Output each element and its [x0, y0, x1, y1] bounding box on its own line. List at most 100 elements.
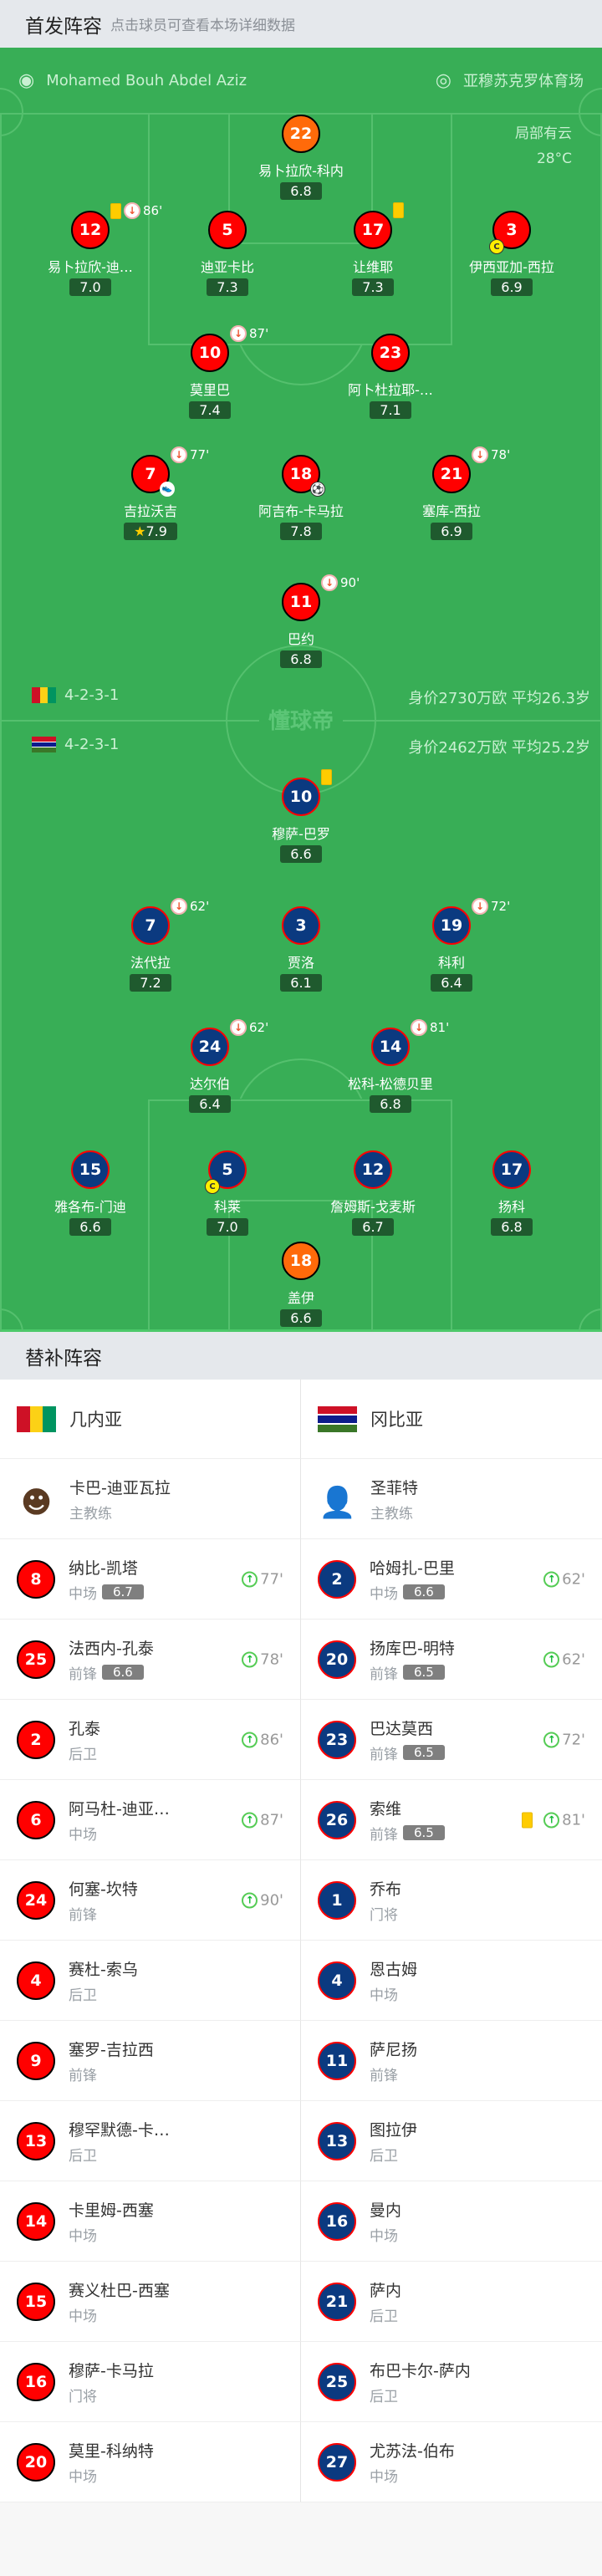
jersey-number: 20: [17, 2442, 55, 2482]
player-rating: 6.4: [189, 1095, 231, 1113]
away-player[interactable]: 19 ↓ 72' 科利 6.4: [385, 898, 518, 992]
position: 门将: [69, 2388, 97, 2405]
player-name: 法代拉: [130, 955, 171, 971]
away-player[interactable]: 18 盖伊 6.6: [234, 1242, 368, 1327]
home-substitute[interactable]: 25 法西内-孔泰 前锋 6.6 ↑ 78': [0, 1620, 301, 1700]
section-title: 首发阵容: [25, 15, 102, 38]
home-player[interactable]: 17 让维耶 7.3: [306, 202, 440, 296]
jersey-number: 23: [371, 334, 410, 372]
home-substitute[interactable]: 16 穆萨-卡马拉 门将: [0, 2342, 301, 2422]
sub-in-icon: ↑: [242, 1892, 258, 1908]
position: 中场: [69, 1585, 97, 1603]
away-player[interactable]: 7 ↓ 62' 法代拉 7.2: [84, 898, 217, 992]
player-rating: 6.8: [370, 1095, 411, 1113]
away-player[interactable]: 24 ↓ 62' 达尔伯 6.4: [143, 1019, 277, 1113]
home-substitute[interactable]: 20 莫里-科纳特 中场: [0, 2422, 301, 2502]
player-name: 盖伊: [287, 1290, 314, 1306]
player-rating: 6.5: [403, 1745, 445, 1760]
away-substitute[interactable]: 20 扬库巴-明特 前锋 6.5 ↑ 62': [301, 1620, 602, 1700]
sub-out-minute: 77': [190, 447, 210, 462]
player-rating: 6.5: [403, 1665, 445, 1680]
player-rating: 7.8: [280, 523, 322, 540]
away-substitute[interactable]: 21 萨内 后卫: [301, 2262, 602, 2342]
home-substitute[interactable]: 6 阿马杜-迪亚… 中场 ↑ 87': [0, 1780, 301, 1860]
subs-title: 替补阵容: [25, 1347, 102, 1370]
sub-out-minute: 62': [190, 899, 210, 914]
home-player[interactable]: 7 👟 ↓ 77' 吉拉沃吉 ★7.9: [84, 446, 217, 540]
away-coach[interactable]: 👤 圣菲特 主教练: [301, 1459, 602, 1539]
home-substitute[interactable]: 8 纳比-凯塔 中场 6.7 ↑ 77': [0, 1539, 301, 1620]
home-substitute[interactable]: 2 孔泰 后卫 ↑ 86': [0, 1700, 301, 1780]
away-substitute[interactable]: 26 索维 前锋 6.5 ↑ 81': [301, 1780, 602, 1860]
home-player[interactable]: 10 ↓ 87' 莫里巴 7.4: [143, 325, 277, 419]
position: 中场: [370, 1987, 398, 2004]
home-substitute[interactable]: 24 何塞-坎特 前锋 ↑ 90': [0, 1860, 301, 1941]
away-player[interactable]: 14 ↓ 81' 松科-松德贝里 6.8: [324, 1019, 457, 1113]
home-player[interactable]: 21 ↓ 78' 塞库-西拉 6.9: [385, 446, 518, 540]
player-name: 萨内: [370, 2281, 402, 2300]
away-substitute[interactable]: 23 巴达莫西 前锋 6.5 ↑ 72': [301, 1700, 602, 1780]
away-substitute[interactable]: 16 曼内 中场: [301, 2181, 602, 2262]
away-substitute[interactable]: 4 恩古姆 中场: [301, 1941, 602, 2021]
home-substitute[interactable]: 15 赛义杜巴-西塞 中场: [0, 2262, 301, 2342]
jersey-number: 21: [318, 2282, 356, 2321]
sub-in-icon: ↑: [543, 1571, 560, 1587]
away-substitute[interactable]: 11 萨尼扬 前锋: [301, 2021, 602, 2101]
home-substitute[interactable]: 14 卡里姆-西塞 中场: [0, 2181, 301, 2262]
home-player[interactable]: 5 迪亚卡比 7.3: [161, 211, 294, 296]
jersey-number: 7: [131, 906, 170, 945]
away-player[interactable]: 5 C 科莱 7.0: [161, 1150, 294, 1236]
position: 后卫: [370, 2388, 398, 2405]
jersey-number: 5: [208, 211, 247, 249]
jersey-number: 21: [432, 455, 471, 493]
player-name: 伊西亚加-西拉: [469, 259, 554, 275]
away-substitute[interactable]: 13 图拉伊 后卫: [301, 2101, 602, 2181]
sub-out-icon: ↓: [171, 898, 187, 915]
home-coach[interactable]: ☻ 卡巴-迪亚瓦拉 主教练: [0, 1459, 301, 1539]
player-name: 阿吉布-卡马拉: [258, 503, 344, 519]
jersey-number: 1: [318, 1880, 356, 1920]
yellow-card-icon: [522, 1812, 533, 1828]
star-icon: ★: [134, 523, 146, 539]
jersey-number: 11: [282, 583, 320, 621]
away-substitute[interactable]: 25 布巴卡尔-萨内 后卫: [301, 2342, 602, 2422]
jersey-number: 25: [318, 2362, 356, 2401]
guinea-flag-icon: [32, 687, 57, 703]
away-substitute[interactable]: 1 乔布 门将: [301, 1860, 602, 1941]
away-player[interactable]: 10 穆萨-巴罗 6.6: [234, 769, 368, 863]
home-player[interactable]: 12 ↓ 86' 易卜拉欣-迪… 7.0: [23, 202, 162, 296]
home-player[interactable]: 18 ⚽ 阿吉布-卡马拉 7.8: [234, 455, 368, 540]
home-team-header: 几内亚: [0, 1380, 301, 1459]
away-player[interactable]: 15 雅各布-门迪 6.6: [23, 1150, 157, 1236]
home-substitute[interactable]: 9 塞罗-吉拉西 前锋: [0, 2021, 301, 2101]
home-player[interactable]: 22 易卜拉欣-科内 6.8: [234, 115, 368, 200]
away-player[interactable]: 17 扬科 6.8: [445, 1150, 579, 1236]
home-substitute[interactable]: 13 穆罕默德-卡… 后卫: [0, 2101, 301, 2181]
captain-icon: C: [489, 239, 504, 254]
sub-in-minute: 62': [562, 1650, 585, 1668]
section-subtitle: 点击球员可查看本场详细数据: [110, 18, 295, 34]
player-name: 卡里姆-西塞: [69, 2201, 154, 2220]
position: 前锋: [370, 1665, 398, 1683]
player-name: 图拉伊: [370, 2120, 418, 2140]
player-rating: 6.7: [352, 1218, 394, 1236]
home-player[interactable]: 3 C 伊西亚加-西拉 6.9: [445, 211, 579, 296]
away-substitute[interactable]: 27 尤苏法-伯布 中场: [301, 2422, 602, 2502]
away-player[interactable]: 3 贾洛 6.1: [234, 906, 368, 992]
player-name: 索维: [370, 1799, 402, 1819]
jersey-number: 11: [318, 2041, 356, 2080]
jersey-number: 13: [318, 2121, 356, 2160]
player-name: 吉拉沃吉: [123, 503, 177, 519]
player-name: 扬科: [497, 1199, 525, 1215]
home-player[interactable]: 23 阿卜杜拉耶-… 7.1: [324, 334, 457, 419]
player-rating: 6.1: [280, 974, 322, 992]
sub-out-minute: 90': [340, 575, 360, 590]
player-rating: 6.7: [102, 1584, 144, 1599]
player-name: 巴约: [287, 631, 314, 647]
home-substitute[interactable]: 4 赛杜-索乌 后卫: [0, 1941, 301, 2021]
away-player[interactable]: 12 詹姆斯-戈麦斯 6.7: [306, 1150, 440, 1236]
jersey-number: 3: [282, 906, 320, 945]
away-substitute[interactable]: 2 哈姆扎-巴里 中场 6.6 ↑ 62': [301, 1539, 602, 1620]
home-player[interactable]: 11 ↓ 90' 巴约 6.8: [234, 574, 368, 668]
sub-in-icon: ↑: [543, 1651, 560, 1667]
